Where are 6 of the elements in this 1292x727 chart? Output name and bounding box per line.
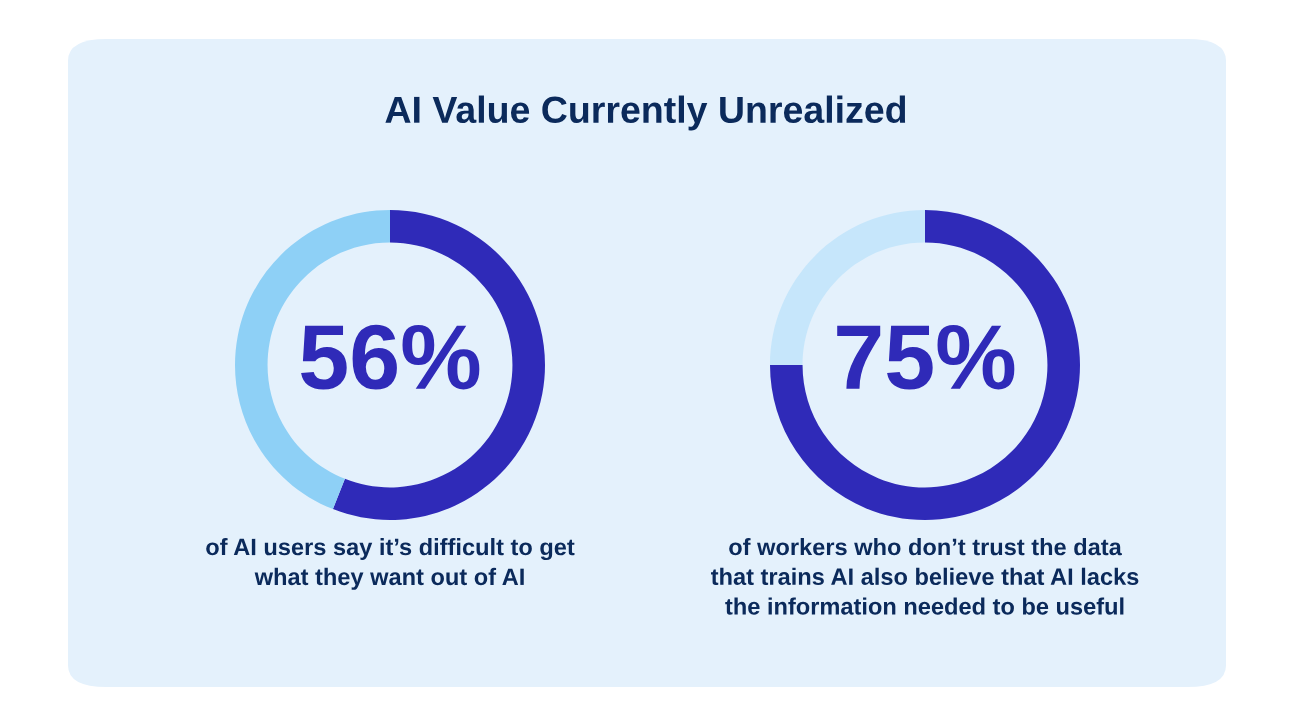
text: 56% <box>301 324 480 390</box>
text: of AI users say it’s difficult to get what they want out of AI <box>206 538 575 590</box>
donut-slice <box>770 210 1080 520</box>
text: of workers who don’t trust the data that trains AI also believe that AI lacks the information needed to be useful <box>710 538 1139 615</box>
text: 75% <box>837 324 1015 390</box>
text: AI Value Currently Unrealized <box>385 95 906 131</box>
